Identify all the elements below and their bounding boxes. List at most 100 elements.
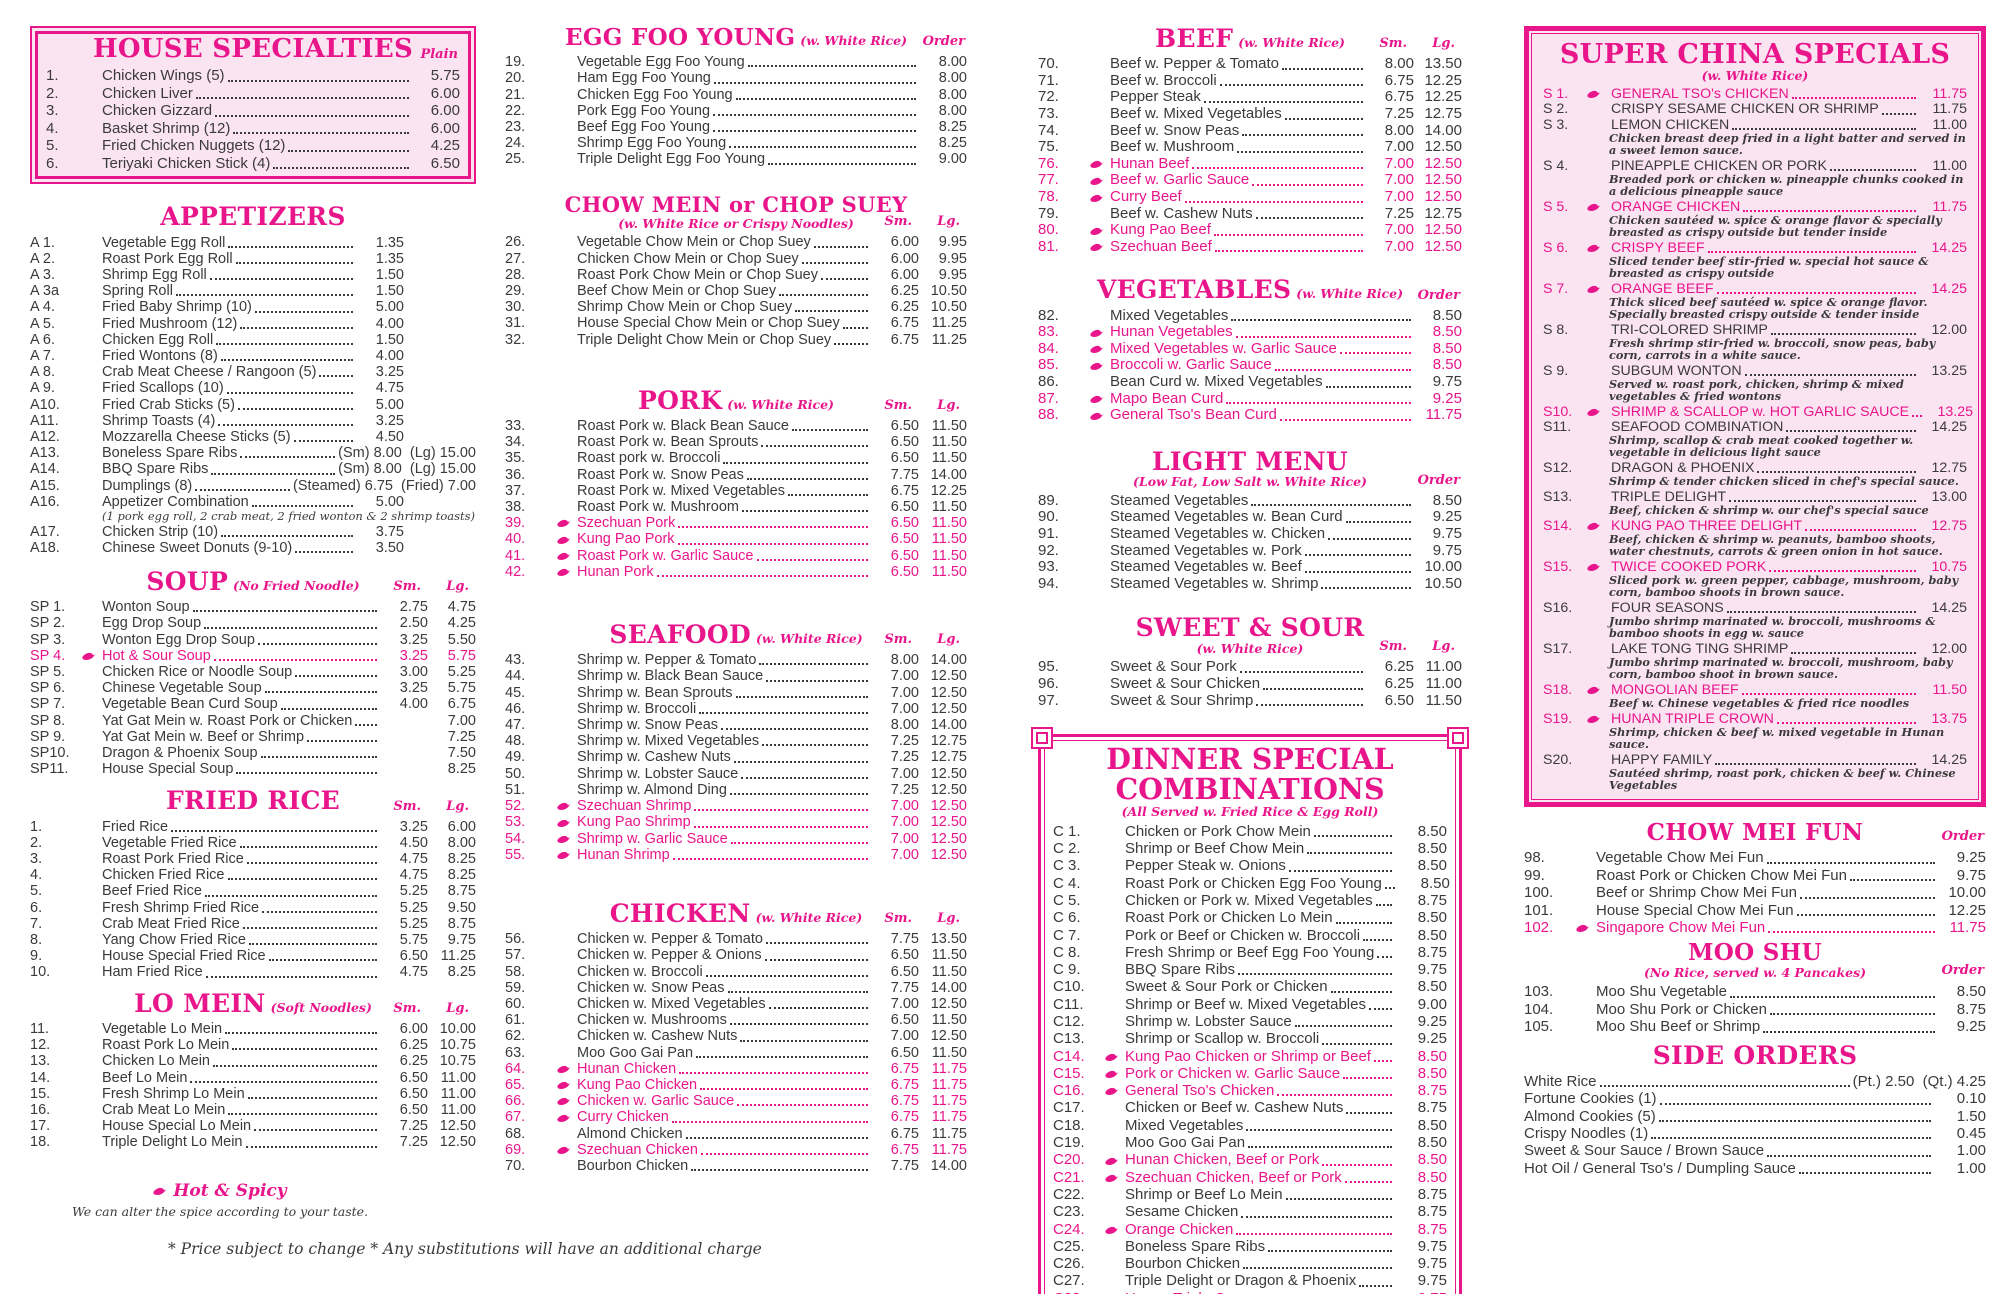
item-name: Fried Baby Shrimp (10) bbox=[102, 299, 252, 316]
item-name: Yat Gat Mein w. Roast Pork or Chicken bbox=[102, 712, 353, 729]
item-number: C22. bbox=[1053, 1185, 1085, 1203]
item-price: 10.50 bbox=[930, 282, 967, 299]
item-number: 76. bbox=[1038, 154, 1059, 172]
dot-leader bbox=[1346, 1111, 1392, 1114]
item-name: Steamed Vegetables w. Pork bbox=[1110, 541, 1302, 559]
menu-column-4: SUPER CHINA SPECIALS (w. White Rice) S 1. G… bbox=[1524, 26, 1986, 1177]
item-name: Chicken w. Mushrooms bbox=[577, 1012, 727, 1029]
item-price: 9.75 bbox=[1432, 541, 1462, 559]
section-header: VEGETABLES (w. White Rice) Order bbox=[1038, 277, 1462, 303]
dot-leader bbox=[233, 132, 409, 135]
price-column-label: Lg. bbox=[937, 214, 960, 230]
item-price: 7.00 bbox=[890, 668, 919, 685]
item-price: 6.75 bbox=[890, 482, 919, 499]
item-price: 11.00 bbox=[1932, 116, 1967, 133]
item-name: DRAGON & PHOENIX bbox=[1611, 459, 1755, 476]
menu-item: 77. Beef w. Garlic Sauce 7.00 12.50 bbox=[1038, 172, 1462, 189]
menu-item: 105. Moo Shu Beef or Shrimp 9.25 bbox=[1524, 1018, 1986, 1035]
item-price: 14.00 bbox=[1424, 121, 1462, 139]
item-name: Hot Oil / General Tso's / Dumpling Sauce bbox=[1524, 1159, 1796, 1177]
item-name: Mixed Vegetables bbox=[1125, 1116, 1244, 1134]
menu-item: 15. Fresh Shrimp Lo Mein 6.50 11.00 bbox=[30, 1086, 476, 1102]
item-number: A10. bbox=[30, 396, 60, 413]
item-name: Shrimp or Beef Lo Mein bbox=[1125, 1185, 1283, 1203]
item-price: 4.75 bbox=[375, 380, 404, 397]
item-price: 12.00 bbox=[1931, 641, 1967, 658]
spicy-icon bbox=[557, 835, 577, 847]
item-description: Chicken breast deep fried in a light bat… bbox=[1609, 130, 1966, 157]
item-number: 28. bbox=[505, 266, 526, 283]
item-name: Boneless Spare Ribs bbox=[102, 445, 238, 462]
item-name: Spring Roll bbox=[102, 283, 173, 300]
price-disclaimer: * Price subject to change * Any substitu… bbox=[168, 1240, 762, 1258]
price-column-labels: Sm. Lg. bbox=[380, 1001, 476, 1016]
item-price: (Pt.) 2.50 (Qt.) 4.25 bbox=[1852, 1072, 1986, 1090]
dot-leader bbox=[764, 958, 868, 961]
item-name: Chicken Wings (5) bbox=[102, 67, 225, 85]
item-number: 81. bbox=[1038, 237, 1059, 255]
section-header: CHOW MEIN or CHOP SUEY (w. White Rice or … bbox=[505, 193, 967, 231]
price-column-labels: Order bbox=[1942, 963, 1986, 978]
menu-item: 12. Roast Pork Lo Mein 6.25 10.75 bbox=[30, 1037, 476, 1053]
item-number: C12. bbox=[1053, 1012, 1085, 1030]
dot-leader bbox=[242, 927, 377, 930]
menu-item: 99. Roast Pork or Chicken Chow Mei Fun 9.7… bbox=[1524, 867, 1986, 884]
dot-leader bbox=[1279, 418, 1411, 421]
dot-leader bbox=[1741, 693, 1916, 696]
item-price: 12.50 bbox=[930, 781, 967, 798]
dot-leader bbox=[1363, 938, 1392, 941]
menu-item: A 3a Spring Roll 1.50 bbox=[30, 283, 476, 299]
item-number: SP 2. bbox=[30, 615, 66, 632]
item-number: A15. bbox=[30, 477, 60, 494]
spicy-icon bbox=[1090, 345, 1110, 357]
dot-leader bbox=[741, 776, 868, 779]
item-name: Shrimp w. Lobster Sauce bbox=[1125, 1012, 1292, 1030]
item-price: 8.00 bbox=[938, 54, 967, 71]
item-name: Szechuan Shrimp bbox=[577, 798, 692, 815]
item-name: Beef w. Mixed Vegetables bbox=[1110, 105, 1282, 123]
item-name: Hunan Triple Crown bbox=[1125, 1290, 1258, 1294]
dot-leader bbox=[1203, 101, 1363, 104]
corner-ornament bbox=[1031, 727, 1053, 750]
price-column-label: Lg. bbox=[446, 579, 469, 595]
item-price: 12.50 bbox=[930, 668, 967, 685]
section-title: LO MEIN bbox=[134, 988, 266, 1018]
item-price: 5.50 bbox=[447, 631, 476, 648]
menu-item: 63. Moo Goo Gai Pan 6.50 11.50 bbox=[505, 1045, 967, 1061]
menu-item: 104. Moo Shu Pork or Chicken 8.75 bbox=[1524, 1001, 1986, 1018]
item-name: Dumplings (8) bbox=[102, 477, 193, 494]
dot-leader bbox=[1791, 97, 1916, 100]
item-price: 7.25 bbox=[1384, 204, 1414, 222]
item-name: Kung Pao Shrimp bbox=[577, 814, 691, 831]
dot-leader bbox=[1322, 1163, 1392, 1166]
item-number: 97. bbox=[1038, 691, 1059, 709]
hot-spicy-legend: Hot & Spicy We can alter the spice accor… bbox=[30, 1181, 410, 1219]
section-super: SUPER CHINA SPECIALS (w. White Rice) S 1. G… bbox=[1524, 26, 1986, 808]
spicy-icon bbox=[1587, 285, 1611, 297]
item-price: 10.75 bbox=[439, 1037, 476, 1054]
item-price: 11.50 bbox=[931, 450, 967, 467]
item-number: 61. bbox=[505, 1012, 526, 1029]
item-price: 5.75 bbox=[447, 647, 476, 664]
menu-item: C17. Chicken or Beef w. Cashew Nuts 8.75 bbox=[1053, 1099, 1447, 1116]
item-number: S 6. bbox=[1543, 239, 1569, 256]
item-number: SP 7. bbox=[30, 696, 66, 713]
item-name: Szechuan Chicken bbox=[577, 1141, 698, 1158]
item-number: 22. bbox=[505, 102, 526, 119]
menu-item: 2. Chicken Liver 6.00 bbox=[46, 85, 460, 103]
dot-leader bbox=[1769, 1013, 1935, 1016]
section-title: DINNER SPECIAL COMBINATIONS bbox=[1106, 742, 1394, 807]
item-number: C 6. bbox=[1053, 909, 1081, 927]
dot-leader bbox=[221, 534, 353, 537]
item-price: 6.25 bbox=[399, 1037, 428, 1054]
item-price: 11.75 bbox=[1932, 198, 1967, 215]
item-price: 7.25 bbox=[447, 728, 476, 745]
dot-leader bbox=[1343, 1077, 1392, 1080]
menu-item: 30. Shrimp Chow Mein or Chop Suey 6.25 10.5… bbox=[505, 299, 967, 315]
item-number: A12. bbox=[30, 428, 60, 445]
menu-item: Sweet & Sour Sauce / Brown Sauce 1.00 bbox=[1524, 1142, 1986, 1159]
item-price: 9.25 bbox=[1417, 1012, 1447, 1030]
dot-leader bbox=[262, 910, 377, 913]
dot-leader bbox=[235, 261, 353, 264]
item-number: 60. bbox=[505, 995, 526, 1012]
